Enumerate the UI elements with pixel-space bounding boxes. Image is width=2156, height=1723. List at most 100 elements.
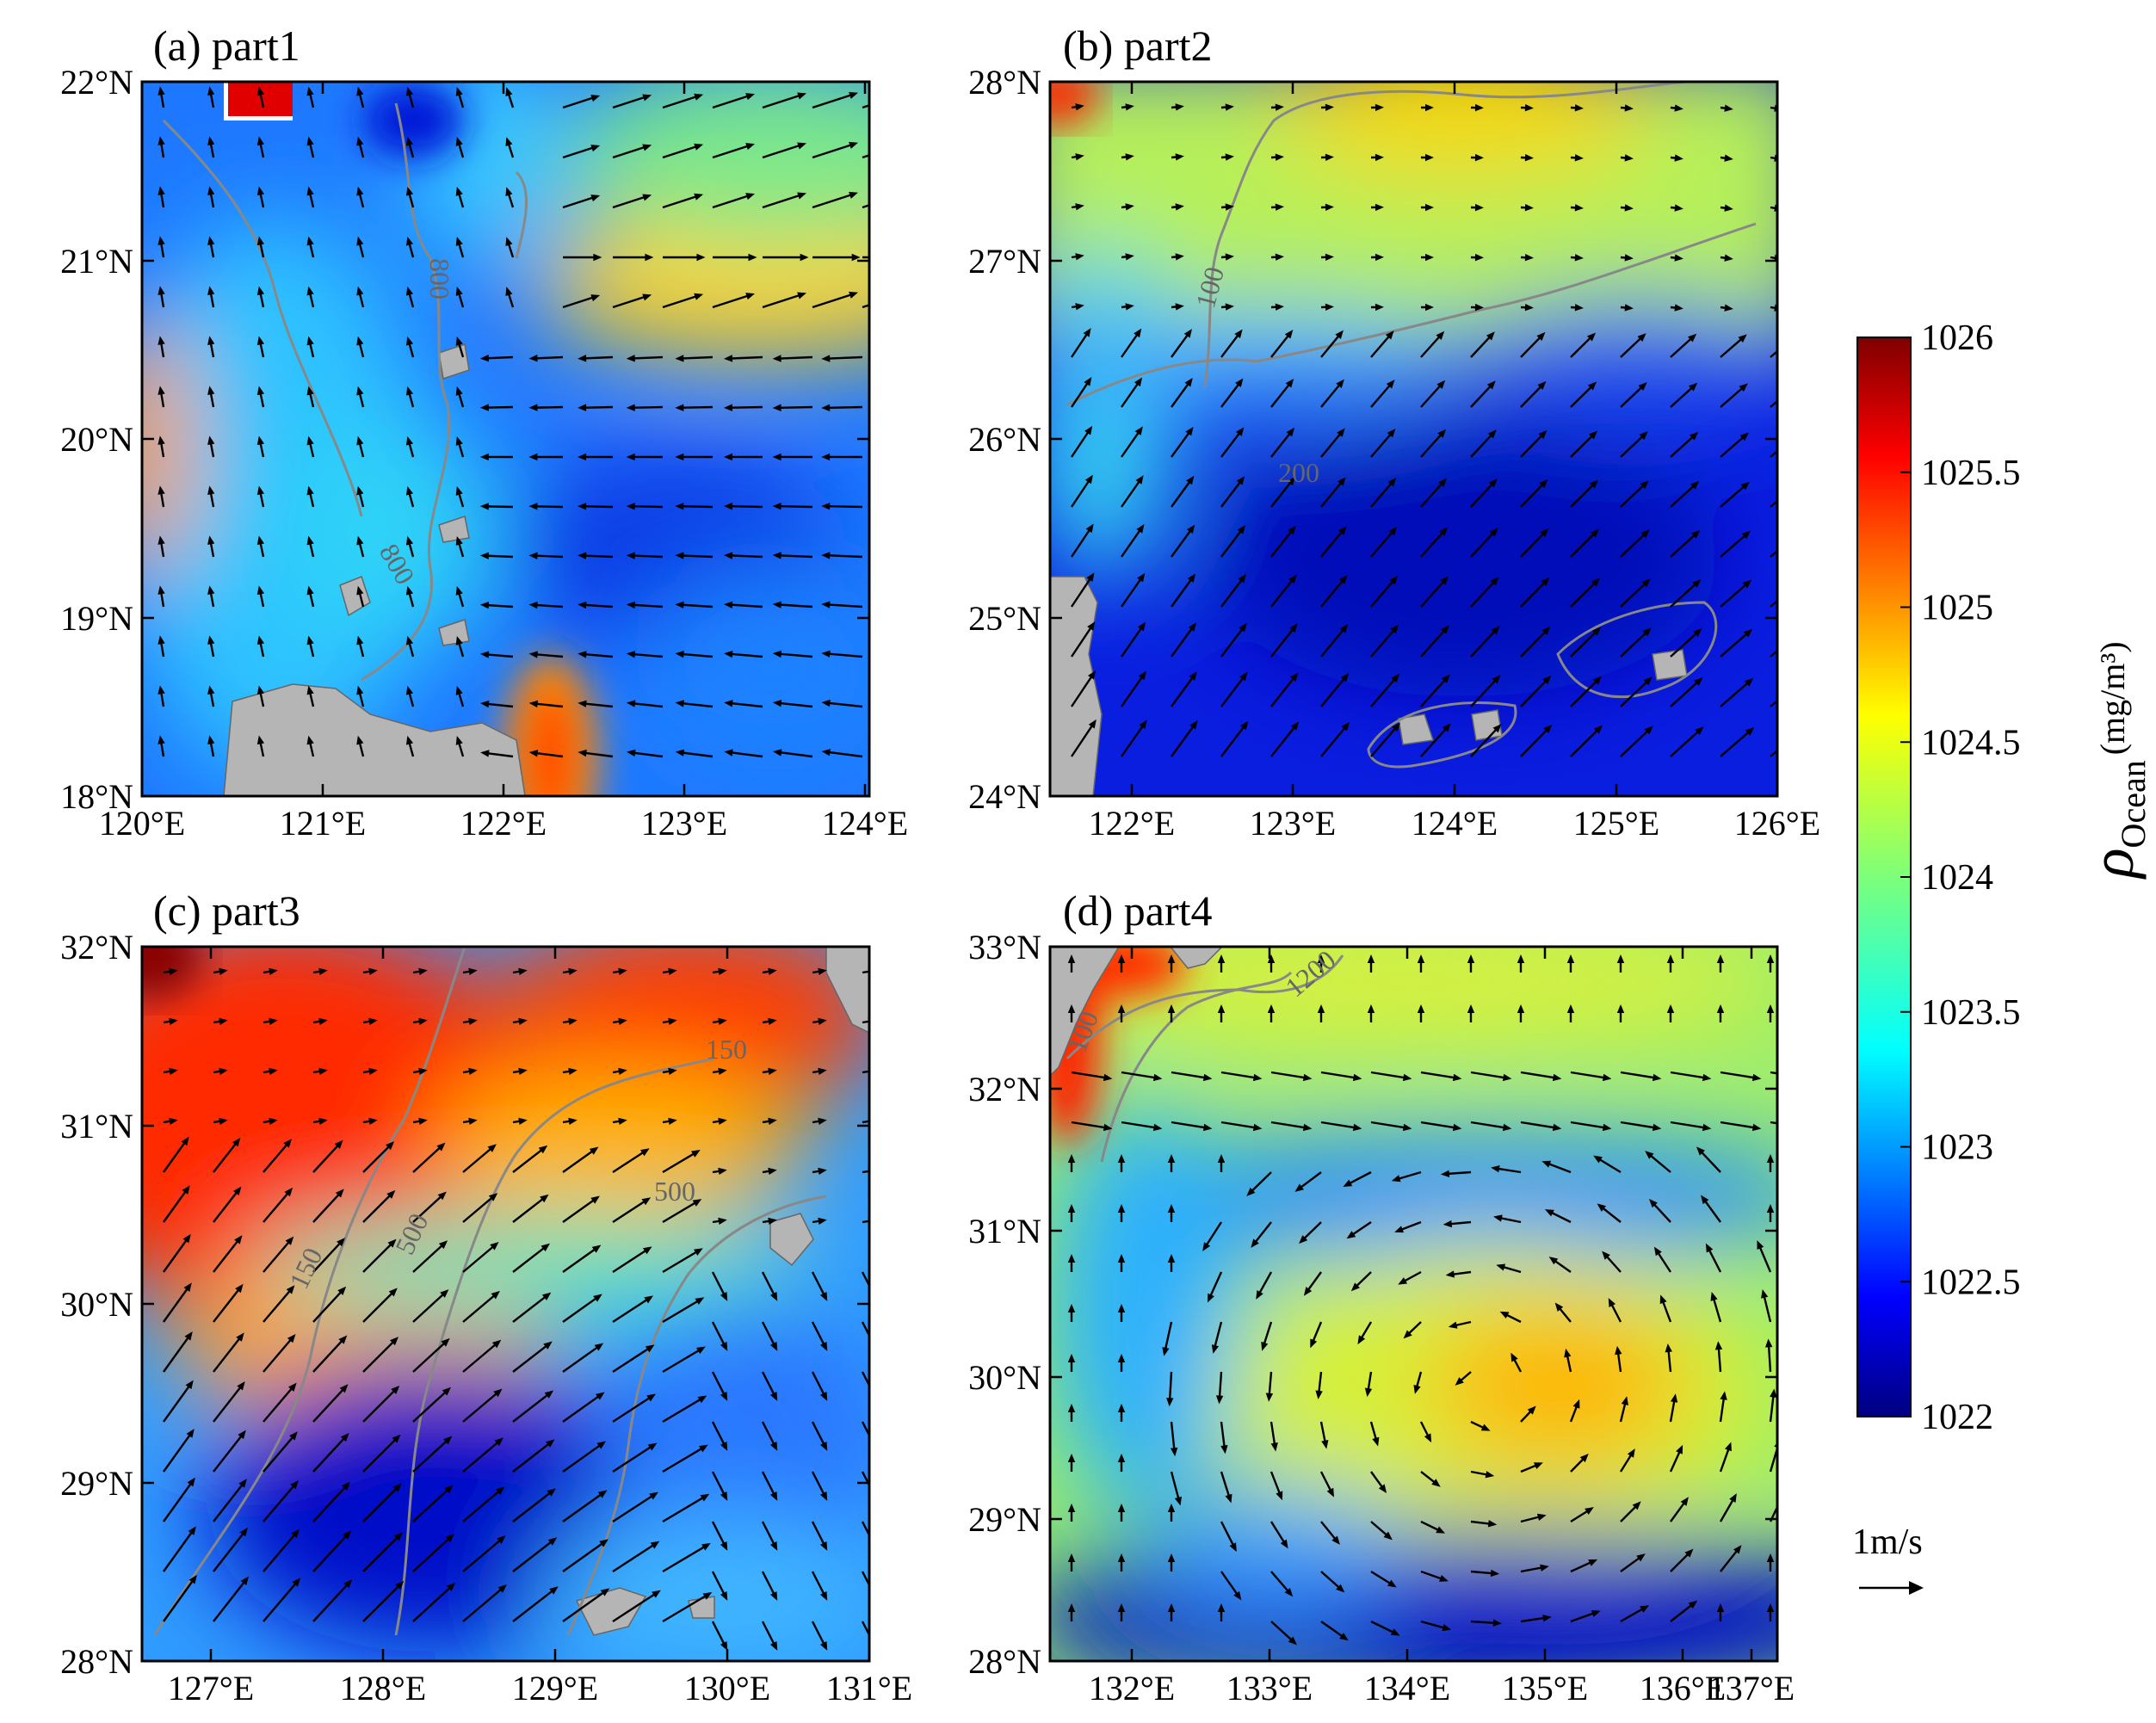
velocity-arrow	[1171, 575, 1195, 608]
velocity-arrowhead	[1591, 627, 1602, 636]
velocity-arrowhead	[1774, 304, 1777, 312]
velocity-arrowhead	[1632, 1501, 1641, 1510]
velocity-arrowhead	[618, 1117, 627, 1126]
velocity-arrowhead	[720, 1442, 728, 1451]
velocity-arrowhead	[391, 1385, 400, 1394]
velocity-arrowhead	[418, 967, 428, 976]
velocity-arrowhead	[644, 1295, 654, 1304]
velocity-arrowhead	[1574, 204, 1584, 212]
velocity-arrow	[1071, 1121, 1110, 1130]
velocity-arrowhead	[1075, 153, 1084, 161]
y-tick-label: 22°N	[60, 63, 133, 102]
velocity-arrowhead	[438, 1240, 448, 1250]
velocity-arrowhead	[702, 1591, 713, 1600]
velocity-arrowhead	[641, 1197, 652, 1206]
velocity-arrow	[163, 1576, 197, 1622]
x-tick-label: 135°E	[1502, 1669, 1588, 1708]
velocity-arrow	[1071, 525, 1094, 558]
velocity-arrowhead	[341, 1481, 350, 1491]
velocity-arrowhead	[1067, 1603, 1076, 1612]
velocity-arrowhead	[1591, 577, 1601, 587]
velocity-arrowhead	[718, 1167, 727, 1176]
velocity-arrow	[1220, 673, 1247, 707]
velocity-arrowhead	[697, 1395, 707, 1404]
velocity-arrowhead	[1474, 103, 1484, 112]
velocity-arrowhead	[568, 1117, 578, 1126]
land-polygon	[438, 619, 470, 646]
velocity-arrowhead	[1235, 427, 1245, 436]
x-tick-label: 127°E	[168, 1669, 254, 1708]
velocity-arrowhead	[1724, 154, 1733, 162]
velocity-arrowhead	[1536, 1513, 1547, 1521]
velocity-arrow	[312, 1483, 349, 1522]
velocity-arrow	[1520, 1071, 1560, 1080]
velocity-arrowhead	[291, 1528, 300, 1538]
velocity-arrowhead	[797, 142, 806, 150]
velocity-arrowhead	[1103, 1073, 1113, 1082]
velocity-arrowhead	[701, 1542, 711, 1551]
velocity-arrowhead	[1067, 954, 1076, 963]
velocity-arrow	[362, 1239, 396, 1273]
velocity-arrow	[662, 144, 701, 159]
velocity-arrowhead	[479, 602, 490, 609]
velocity-arrowhead	[1167, 1004, 1176, 1013]
velocity-arrowhead	[1067, 1204, 1076, 1213]
velocity-arrow	[775, 553, 813, 559]
velocity-arrowhead	[256, 485, 265, 496]
velocity-arrowhead	[183, 1282, 192, 1292]
velocity-arrowhead	[694, 293, 704, 300]
velocity-arrow	[1620, 726, 1653, 757]
velocity-arrowhead	[626, 503, 635, 510]
velocity-arrowhead	[528, 503, 538, 510]
velocity-arrowhead	[1162, 1347, 1170, 1356]
velocity-arrow	[512, 1489, 555, 1522]
velocity-arrowhead	[405, 186, 414, 196]
velocity-arrowhead	[870, 1591, 877, 1601]
velocity-arrowhead	[343, 1530, 352, 1540]
velocity-arrowhead	[870, 1541, 877, 1551]
velocity-arrowhead	[1152, 1073, 1163, 1082]
velocity-arrow	[562, 1442, 605, 1473]
velocity-arrowhead	[1067, 1004, 1076, 1013]
velocity-arrowhead	[269, 967, 278, 976]
velocity-arrow	[726, 504, 763, 509]
velocity-arrowhead	[335, 1189, 344, 1198]
velocity-arrowhead	[1751, 1123, 1762, 1132]
velocity-arrow	[312, 1141, 343, 1173]
velocity-arrow	[462, 1194, 497, 1223]
panel-title: (d) part4	[1063, 886, 1213, 935]
velocity-arrow	[362, 1484, 401, 1522]
velocity-arrowhead	[158, 136, 165, 145]
velocity-arrowhead	[1725, 1442, 1732, 1452]
x-tick-label: 124°E	[822, 804, 908, 843]
velocity-arrowhead	[819, 1591, 828, 1601]
velocity-arrowhead	[1676, 1444, 1683, 1454]
velocity-arrow	[1171, 1071, 1210, 1080]
velocity-arrowhead	[1337, 477, 1346, 486]
x-tick-label: 136°E	[1640, 1669, 1726, 1708]
velocity-arrow	[612, 294, 650, 309]
velocity-arrowhead	[238, 1479, 247, 1488]
velocity-arrow	[1320, 527, 1346, 558]
velocity-arrow	[1420, 675, 1449, 707]
velocity-arrow	[1720, 531, 1750, 558]
velocity-arrowhead	[1138, 670, 1146, 681]
x-tick-label: 130°E	[684, 1669, 770, 1708]
velocity-arrowhead	[356, 635, 364, 645]
velocity-arrowhead	[1636, 1553, 1646, 1562]
velocity-arrowhead	[1167, 1204, 1176, 1213]
velocity-arrowhead	[797, 92, 806, 100]
velocity-arrowhead	[1739, 432, 1749, 442]
velocity-arrowhead	[1117, 1354, 1126, 1362]
velocity-arrow	[1720, 678, 1752, 707]
velocity-arrowhead	[578, 651, 587, 658]
velocity-arrowhead	[306, 236, 314, 246]
velocity-arrowhead	[1491, 1164, 1500, 1173]
velocity-arrow	[263, 1384, 296, 1423]
bathymetry-contour	[394, 1057, 715, 1636]
velocity-arrowhead	[819, 1292, 828, 1301]
velocity-arrowhead	[745, 193, 756, 201]
velocity-arrowhead	[1702, 1073, 1712, 1082]
velocity-arrow	[775, 504, 813, 509]
velocity-arrow	[1770, 399, 1777, 408]
